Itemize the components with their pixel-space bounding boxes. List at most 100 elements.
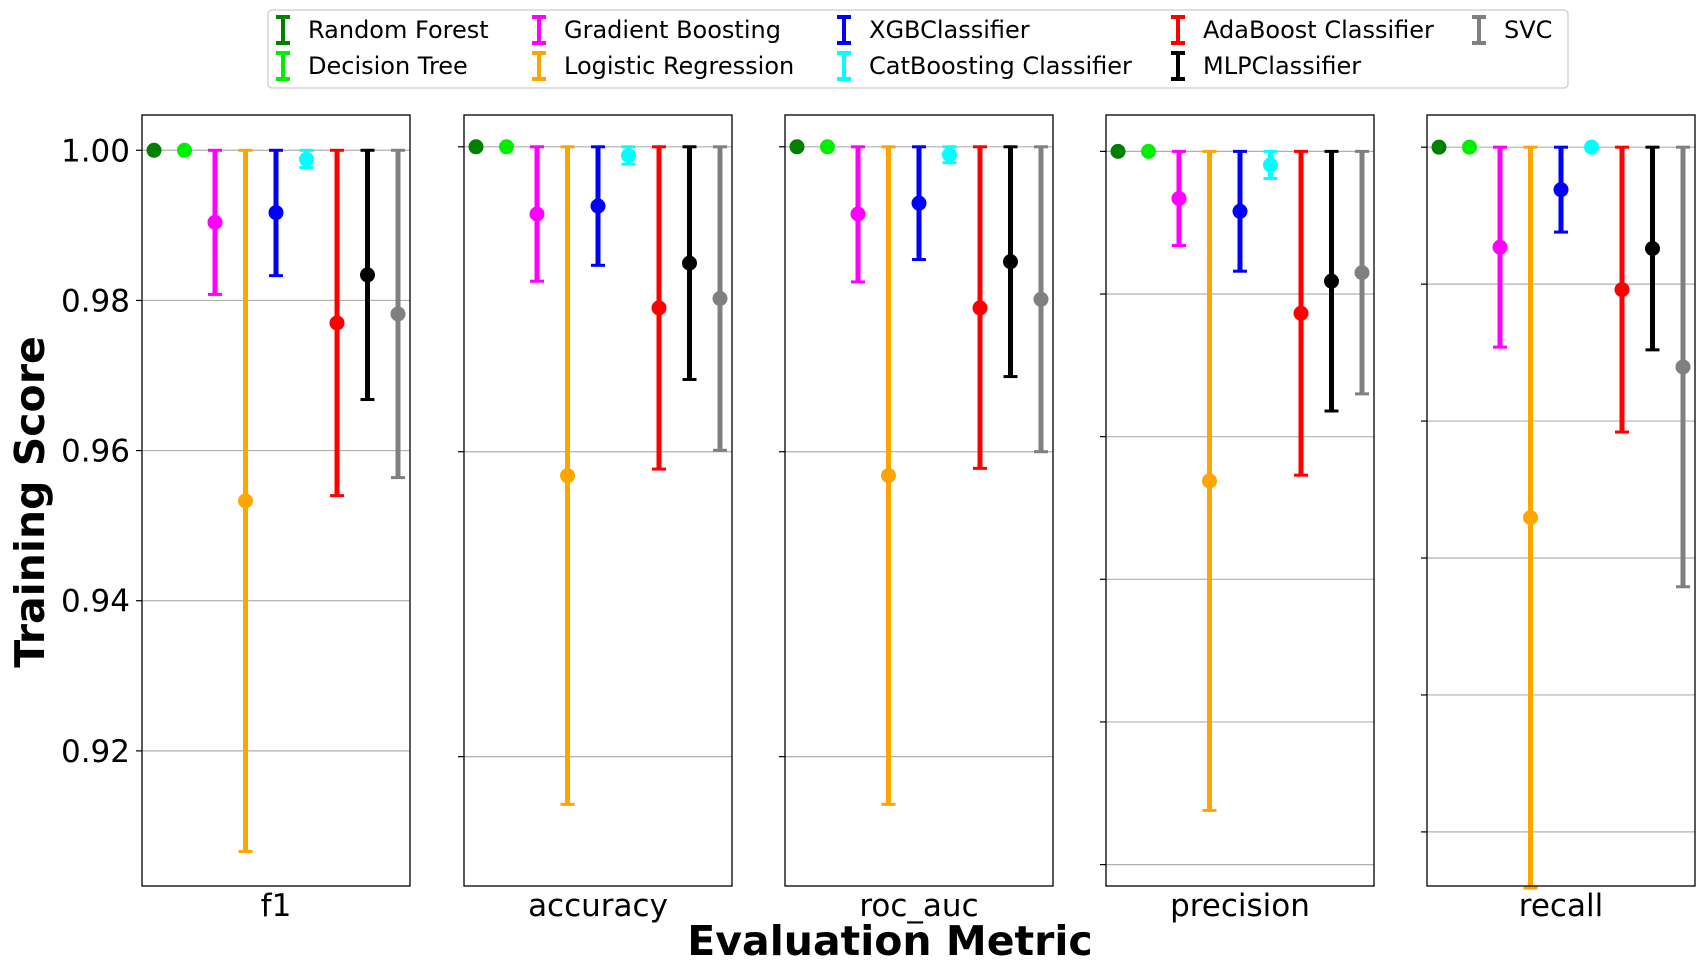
panel-recall: recall (1421, 114, 1696, 924)
errorbar-decision-tree (499, 139, 514, 155)
mean-point (972, 300, 988, 316)
errorbar-svc (390, 148, 406, 480)
legend-item-xgbclassifier: XGBClassifier (837, 15, 1030, 45)
panel-frame (463, 114, 733, 887)
panel-f1: 0.92 0.94 0.96 0.98 1.00 f1 (61, 114, 411, 924)
errorbar-catboosting-classifier (299, 148, 314, 170)
errorbar-mlpclassifier (1324, 149, 1339, 413)
mean-point (1003, 254, 1018, 270)
mean-point (820, 139, 835, 155)
x-axis-title: Evaluation Metric (687, 917, 1092, 965)
legend-item-logistic-regression: Logistic Regression (532, 51, 794, 81)
errorbar-decision-tree (820, 139, 835, 155)
mean-point (177, 142, 192, 158)
errorbar-logistic-regression (560, 145, 575, 806)
panel-roc-auc: roc_auc (779, 114, 1054, 924)
mean-point (238, 493, 253, 509)
metric-label: accuracy (528, 888, 668, 924)
errorbar-decision-tree (177, 142, 192, 158)
errorbar-random-forest (789, 139, 805, 155)
mean-point (1431, 139, 1447, 155)
mean-point (621, 147, 636, 163)
errorbar-gradient-boosting (1492, 145, 1508, 349)
errorbar-decision-tree (1462, 139, 1477, 155)
errorbar-xgbclassifier (1232, 149, 1248, 273)
errorbar-svc (1033, 145, 1049, 454)
metric-label: f1 (261, 888, 292, 924)
mean-point (299, 151, 314, 167)
mean-point (1354, 265, 1370, 281)
mean-point (329, 315, 345, 331)
mean-point (390, 306, 406, 322)
errorbar-catboosting-classifier (942, 145, 957, 165)
errorbar-catboosting-classifier (1263, 149, 1278, 180)
legend-label: AdaBoost Classifier (1203, 16, 1434, 44)
mean-point (1492, 239, 1508, 255)
panel-frame (784, 114, 1054, 887)
errorbar-random-forest (1110, 143, 1126, 159)
mean-point (1523, 510, 1538, 526)
legend-label: Gradient Boosting (564, 16, 781, 44)
mean-point (712, 291, 728, 307)
legend-item-adaboost-classifier: AdaBoost Classifier (1171, 15, 1434, 45)
errorbar-logistic-regression (881, 145, 896, 806)
errorbar-random-forest (146, 142, 162, 158)
mean-point (682, 255, 697, 271)
errorbar-mlpclassifier (1645, 145, 1660, 352)
y-tick-label: 0.98 (61, 283, 130, 319)
mean-point (560, 468, 575, 484)
mean-point (146, 142, 162, 158)
legend-frame (267, 9, 1569, 89)
mean-point (268, 205, 284, 221)
legend-label: CatBoosting Classifier (869, 52, 1132, 80)
errorbar-adaboost-classifier (1293, 149, 1309, 477)
mean-point (1141, 143, 1156, 159)
legend-item-catboosting-classifier: CatBoosting Classifier (837, 51, 1132, 81)
mean-point (529, 206, 545, 222)
mean-point (468, 139, 484, 155)
metric-label: roc_auc (859, 888, 978, 924)
legend-label: XGBClassifier (869, 16, 1030, 44)
y-tick-label: 0.96 (61, 434, 130, 470)
legend-item-random-forest: Random Forest (276, 15, 489, 45)
errorbar-xgbclassifier (911, 145, 927, 262)
mean-point (1171, 190, 1187, 206)
mean-point (881, 468, 896, 484)
mean-point (590, 198, 606, 214)
mean-point (1263, 157, 1278, 173)
legend-item-mlpclassifier: MLPClassifier (1171, 51, 1361, 81)
errorbar-logistic-regression (238, 148, 253, 853)
metric-label: precision (1170, 888, 1310, 924)
errorbar-decision-tree (1141, 143, 1156, 159)
errorbar-adaboost-classifier (651, 145, 667, 471)
errorbar-xgbclassifier (590, 145, 606, 267)
chart-panels: 0.92 0.94 0.96 0.98 1.00 f1 accuracy roc_auc pre… (61, 114, 1696, 924)
errorbar-random-forest (468, 139, 484, 155)
y-tick-label: 0.94 (61, 584, 130, 620)
mean-point (1614, 282, 1630, 298)
mean-point (1675, 359, 1691, 375)
errorbar-logistic-regression (1523, 145, 1538, 890)
mean-point (1462, 139, 1477, 155)
legend-label: Decision Tree (308, 52, 468, 80)
mean-point (651, 300, 667, 316)
legend-item-gradient-boosting: Gradient Boosting (532, 15, 781, 45)
errorbar-xgbclassifier (268, 148, 284, 278)
panel-frame (141, 114, 411, 887)
y-tick-label: 1.00 (61, 133, 130, 169)
errorbar-gradient-boosting (1171, 149, 1187, 248)
errorbar-gradient-boosting (529, 145, 545, 283)
mean-point (1645, 241, 1660, 257)
errorbar-adaboost-classifier (1614, 145, 1630, 434)
legend-label: Random Forest (308, 16, 489, 44)
errorbar-svc (1675, 145, 1691, 589)
errorbar-catboosting-classifier (621, 145, 636, 166)
errorbar-mlpclassifier (360, 148, 375, 402)
panel-accuracy: accuracy (458, 114, 733, 924)
mean-point (1324, 273, 1339, 289)
mean-point (1232, 203, 1248, 219)
errorbar-catboosting-classifier (1584, 139, 1599, 155)
legend-item-decision-tree: Decision Tree (276, 51, 468, 81)
legend-label: Logistic Regression (564, 52, 794, 80)
mean-point (1553, 182, 1569, 198)
